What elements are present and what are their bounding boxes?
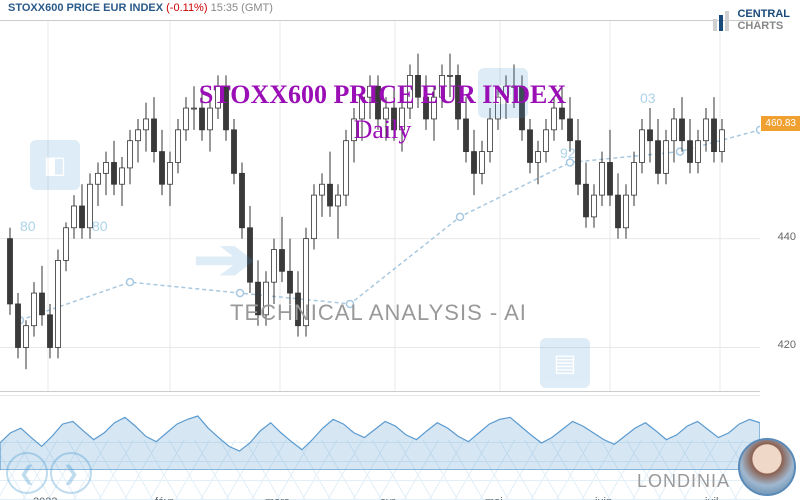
logo-text: CENTRALCHARTS xyxy=(737,8,790,32)
y-axis: 420440 xyxy=(760,20,800,390)
tech-analysis-label: TECHNICAL ANALYSIS - AI xyxy=(230,300,527,326)
logo-bars-icon xyxy=(713,9,731,31)
candlestick-svg xyxy=(0,21,760,391)
londinia-label: LONDINIA xyxy=(637,471,730,492)
watermark-value: 80 xyxy=(92,218,108,234)
overlay-subtitle: Daily xyxy=(175,115,590,145)
time-label: 15:35 xyxy=(211,2,239,14)
chart-header: STOXX600 PRICE EUR INDEX (-0.11%) 15:35 … xyxy=(8,2,273,14)
price-chart[interactable] xyxy=(0,20,760,392)
watermark-value: 80 xyxy=(20,218,36,234)
watermark-arrow-icon: ➔ xyxy=(193,225,256,293)
watermark-value: 92 xyxy=(560,145,576,161)
last-price-tag: 460.83 xyxy=(761,116,800,131)
brand-logo[interactable]: CENTRALCHARTS xyxy=(713,8,790,32)
prev-button[interactable]: ❮ xyxy=(6,452,48,494)
watermark-value: 03 xyxy=(640,90,656,106)
change-pct: (-0.11%) xyxy=(166,2,207,14)
tz-label: (GMT) xyxy=(241,2,273,14)
overlay-title: STOXX600 PRICE EUR INDEX xyxy=(175,80,590,110)
watermark-icon: ▤ xyxy=(540,338,590,388)
symbol-name: STOXX600 PRICE EUR INDEX xyxy=(8,2,163,14)
next-button[interactable]: ❯ xyxy=(50,452,92,494)
watermark-icon: ◧ xyxy=(30,140,80,190)
assistant-avatar[interactable] xyxy=(738,438,796,496)
